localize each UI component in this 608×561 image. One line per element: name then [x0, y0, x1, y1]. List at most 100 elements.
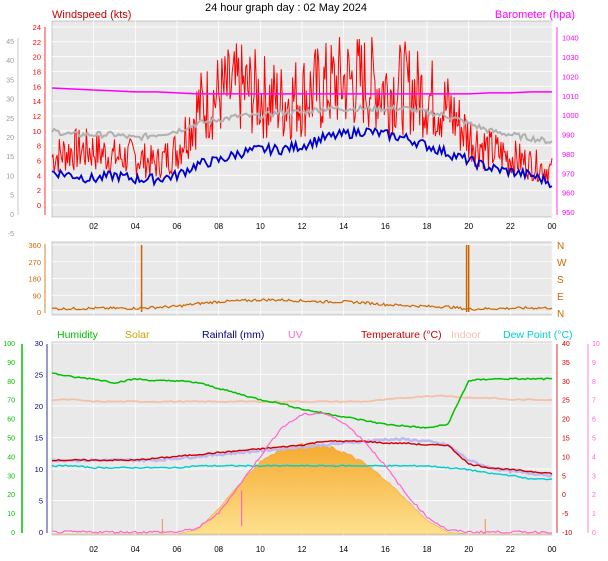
rain-y-tick: 5: [39, 497, 43, 506]
rain-y-tick: 10: [35, 465, 43, 474]
x-tick-label: 02: [89, 222, 98, 231]
x-tick-label: 08: [214, 545, 223, 554]
uv-y-tick: 2: [592, 492, 596, 499]
temperature-y-tick: 40: [562, 341, 570, 348]
rain-y-tick: 30: [35, 339, 43, 348]
direction-y-tick: 360: [28, 241, 41, 250]
direction-y-tick: 270: [28, 258, 41, 267]
wind-y-tick: 2: [37, 186, 41, 195]
wind-y-tick: 24: [33, 23, 41, 32]
legend-label: Indoor: [451, 329, 481, 341]
baro-y-tick: 1020: [562, 72, 579, 81]
x-tick-label: 22: [506, 222, 515, 231]
humidity-y-tick: 60: [7, 417, 15, 424]
x-tick-label: 20: [464, 222, 473, 231]
direction-series-group: [51, 245, 553, 312]
wind-y-tick: 14: [33, 97, 41, 106]
wind-gust-line: [51, 36, 553, 183]
temperature-y-tick: -10: [562, 530, 572, 537]
wind-y-tick: 8: [37, 142, 41, 151]
x-tick-label: 14: [339, 222, 348, 231]
uv-line: [51, 412, 553, 534]
humidity-y-tick: 10: [7, 511, 15, 518]
x-tick-label: 20: [464, 545, 473, 554]
baro-y-tick: 950: [562, 208, 575, 217]
outer-y-tick: 40: [6, 58, 14, 65]
x-tick-label: 22: [506, 545, 515, 554]
legend-label: Dew Point (°C): [503, 329, 573, 341]
rain-y-tick: 25: [35, 371, 43, 380]
baro-y-tick: 1030: [562, 53, 579, 62]
legend-label: UV: [288, 329, 303, 341]
temperature-y-tick: 15: [562, 436, 570, 443]
humidity-y-tick: 90: [7, 360, 15, 367]
uv-y-tick: 9: [592, 360, 596, 367]
temperature-y-tick: 35: [562, 360, 570, 367]
rain-y-tick: 15: [35, 434, 43, 443]
baro-y-tick: 1040: [562, 34, 579, 43]
dew-point-line: [51, 464, 553, 481]
barometer-line: [51, 87, 552, 95]
legend-label: Solar: [125, 329, 150, 341]
uv-y-tick: 8: [592, 379, 596, 386]
legend-label: Rainfall (mm): [202, 329, 264, 341]
uv-y-tick: 10: [592, 341, 600, 348]
x-tick-label: 00: [548, 545, 557, 554]
x-tick-label: 04: [131, 545, 140, 554]
baro-y-tick: 980: [562, 150, 575, 159]
temperature-y-tick: 0: [562, 492, 566, 499]
temperature-y-tick: -5: [562, 511, 568, 518]
x-tick-label: 06: [173, 545, 182, 554]
barometer-legend: Barometer (hpa): [495, 9, 575, 21]
compass-label: W: [557, 258, 567, 269]
graph-title: 24 hour graph day : 02 May 2024: [205, 2, 367, 14]
temperature-y-tick: 5: [562, 473, 566, 480]
wind-y-tick: 20: [33, 53, 41, 62]
atmosphere-legend: Humidity Solar Rainfall (mm) UV Temperature …: [57, 329, 573, 341]
humidity-y-tick: 100: [3, 341, 15, 348]
temperature-y-tick: 10: [562, 454, 570, 461]
x-tick-label: 10: [256, 222, 265, 231]
atmosphere-panel: Humidity Solar Rainfall (mm) UV Temperature …: [3, 329, 600, 554]
x-tick-label: 08: [214, 222, 223, 231]
baro-y-tick: 1010: [562, 92, 579, 101]
wind-y-tick: 18: [33, 68, 41, 77]
baro-y-tick: 960: [562, 189, 575, 198]
temperature-y-tick: 20: [562, 417, 570, 424]
compass-label: N: [557, 241, 564, 252]
uv-y-tick: 4: [592, 454, 596, 461]
x-tick-label: 12: [298, 545, 307, 554]
wind-panel: Windspeed (kts) Barometer (hpa) 24222018…: [6, 9, 578, 238]
average-speed-line: [51, 124, 553, 189]
legend-label: Temperature (°C): [361, 329, 442, 341]
solar-area: [52, 442, 552, 535]
compass-label: N: [557, 309, 564, 320]
x-tick-label: 18: [423, 222, 432, 231]
outer-y-tick: 35: [6, 77, 14, 84]
wind-y-tick: 10: [33, 127, 41, 136]
compass-label: E: [557, 292, 564, 303]
atmosphere-series-group: [51, 372, 553, 535]
x-tick-label: 14: [339, 545, 348, 554]
outer-y-tick: 5: [10, 193, 14, 200]
legend-label: Humidity: [57, 329, 99, 341]
humidity-y-tick: 20: [7, 492, 15, 499]
x-tick-label: 16: [381, 545, 390, 554]
temperature-line: [51, 439, 553, 475]
humidity-y-tick: 40: [7, 454, 15, 461]
indoor-line: [51, 394, 553, 404]
x-tick-label: 12: [298, 222, 307, 231]
temperature-y-tick: 30: [562, 379, 570, 386]
outer-y-tick: 25: [6, 116, 14, 123]
direction-y-tick: 90: [33, 291, 41, 300]
direction-y-tick: 180: [28, 275, 41, 284]
outer-y-tick: -5: [8, 231, 14, 238]
outer-y-tick: 10: [6, 173, 14, 180]
direction-y-tick: 0: [37, 308, 41, 317]
uv-y-tick: 1: [592, 511, 596, 518]
x-tick-label: 04: [131, 222, 140, 231]
